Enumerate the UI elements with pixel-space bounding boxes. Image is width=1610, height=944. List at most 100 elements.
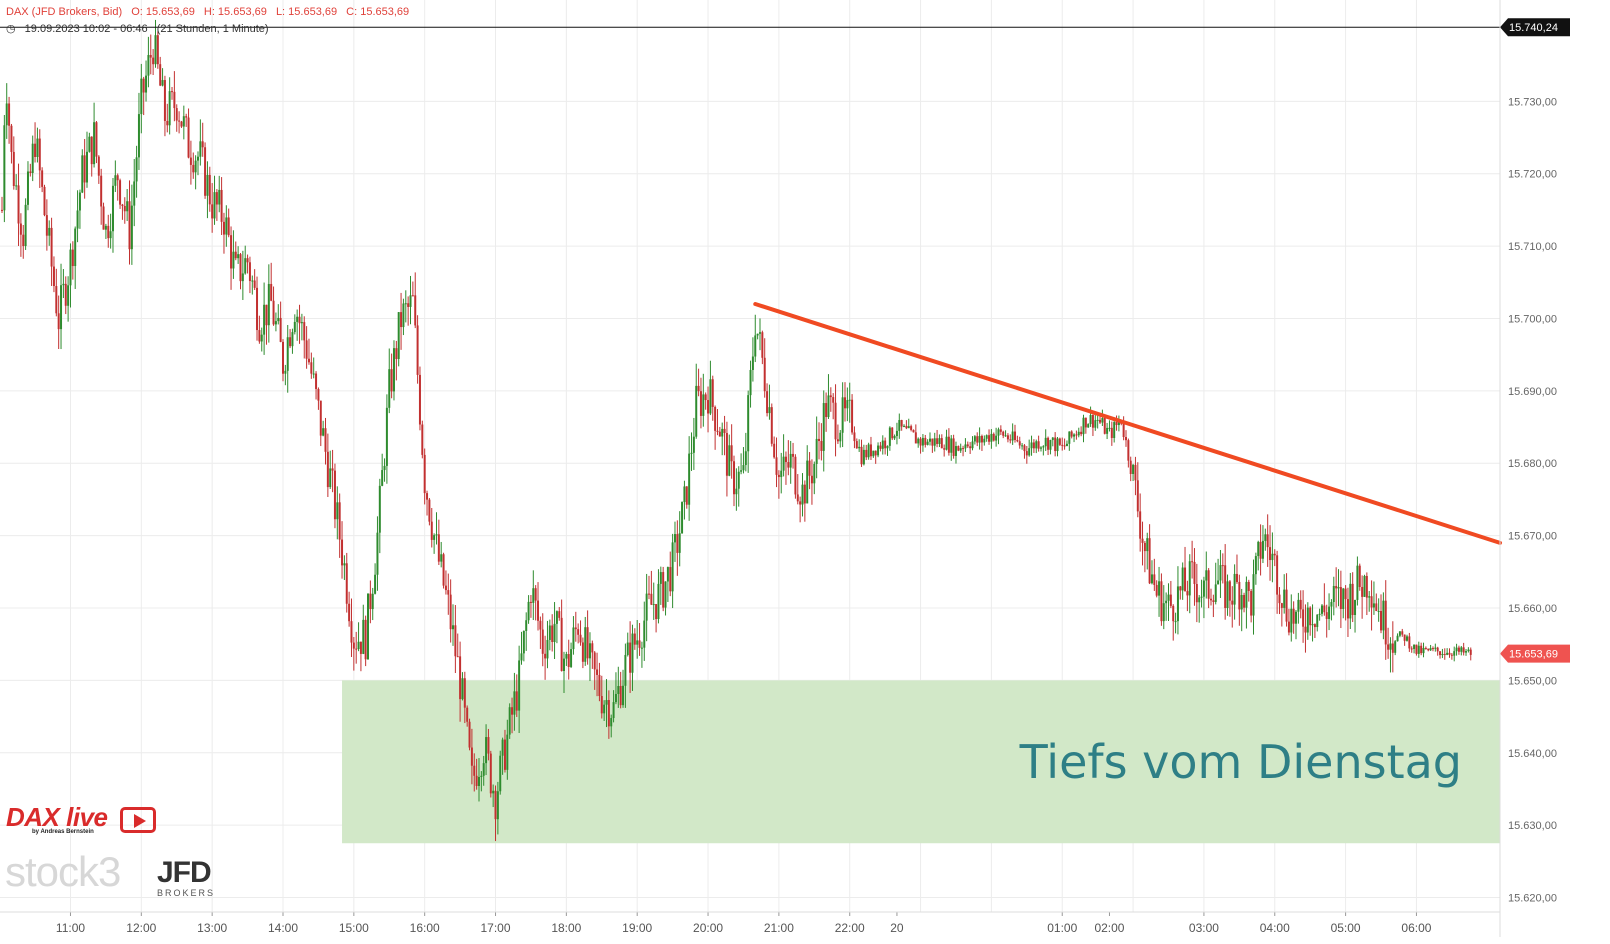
candle-body [234, 251, 237, 259]
candle-body [966, 444, 969, 447]
candle-body [943, 448, 946, 450]
candle-body [71, 249, 74, 267]
candle-body [400, 312, 403, 328]
candle-body [912, 429, 915, 433]
candle-body [251, 280, 254, 282]
candle-body [929, 438, 932, 442]
candle-body [338, 502, 341, 540]
candle-body [518, 660, 521, 711]
candle-body [489, 753, 492, 794]
candle-body [1, 209, 3, 211]
candle-body [619, 686, 622, 706]
candle-body [1354, 599, 1357, 616]
y-tick-label: 15.680,00 [1508, 458, 1557, 470]
y-tick-label: 15.710,00 [1508, 241, 1557, 253]
candle-body [378, 485, 381, 533]
x-tick-label: 05:00 [1331, 921, 1361, 935]
y-tick-label: 15.720,00 [1508, 169, 1557, 181]
candle-body [1191, 561, 1194, 563]
candle-body [31, 143, 34, 173]
candle-body [1375, 603, 1378, 612]
candle-body [763, 357, 766, 392]
candle-body [1184, 567, 1187, 592]
candle-body [1228, 581, 1231, 601]
candle-body [409, 295, 412, 307]
candle-body [799, 501, 802, 505]
candle-body [263, 304, 266, 335]
candle-body [895, 430, 898, 437]
x-tick-label: 22:00 [835, 921, 865, 935]
candle-body [8, 103, 11, 126]
candle-body [1467, 649, 1470, 652]
candle-body [482, 763, 485, 776]
dax-live-sub: by Andreas Bernstein [32, 829, 94, 835]
y-tick-label: 15.640,00 [1508, 748, 1557, 760]
candle-body [175, 108, 178, 121]
candle-body [440, 554, 443, 562]
candle-body [1132, 464, 1135, 474]
candle-body [605, 700, 608, 705]
candle-body [1285, 589, 1288, 622]
candle-body [749, 369, 752, 396]
candle-body [60, 285, 63, 330]
candle-body [246, 258, 249, 263]
candle-body [520, 653, 523, 661]
candle-body [428, 499, 431, 522]
candle-body [964, 444, 967, 449]
candle-body [539, 620, 542, 630]
candles [1, 19, 1472, 842]
candle-body [1457, 647, 1460, 652]
candle-body [1153, 574, 1156, 585]
candle-body [770, 407, 773, 444]
candle-body [24, 204, 27, 247]
candle-body [1082, 417, 1085, 435]
candle-body [1311, 624, 1314, 626]
current-price-label: 15.653,69 [1509, 649, 1558, 661]
candle-body [1158, 581, 1161, 596]
candle-body [761, 332, 764, 358]
candle-body [1361, 587, 1364, 597]
candle-body [898, 420, 901, 431]
candle-body [359, 641, 362, 654]
candle-body [754, 335, 757, 357]
candle-body [466, 707, 469, 722]
candle-body [1099, 419, 1102, 423]
candle-body [395, 348, 398, 360]
candle-body [860, 446, 863, 465]
candle-body [1056, 438, 1059, 452]
candle-body [1101, 418, 1104, 423]
candle-body [1377, 610, 1380, 612]
candle-body [664, 581, 667, 608]
candle-body [1044, 437, 1047, 447]
candle-body [492, 790, 495, 794]
candle-body [1259, 541, 1262, 559]
candle-body [147, 54, 150, 76]
candle-body [317, 388, 320, 401]
candle-body [270, 283, 273, 301]
candle-body [973, 436, 976, 442]
x-tick-label: 19:00 [622, 921, 652, 935]
candle-body [655, 604, 658, 620]
high-value: H: 15.653,69 [203, 6, 267, 18]
x-tick-label: 13:00 [197, 921, 227, 935]
candle-body [1115, 422, 1118, 426]
candle-body [199, 141, 202, 157]
x-tick-label: 15:00 [339, 921, 369, 935]
candle-body [352, 642, 355, 649]
candle-body [617, 686, 620, 695]
candle-body [447, 590, 450, 595]
candle-body [1469, 649, 1472, 655]
candle-body [586, 627, 589, 659]
candle-body [562, 658, 565, 671]
candle-body [402, 303, 405, 328]
candle-body [881, 440, 884, 449]
candle-body [766, 391, 769, 414]
candle-body [893, 436, 896, 439]
candle-body [19, 223, 22, 235]
candle-body [1349, 583, 1352, 619]
trendline-layer [753, 302, 1502, 545]
candle-body [1346, 599, 1349, 619]
candle-body [714, 406, 717, 431]
candle-body [716, 430, 719, 432]
candle-body [1198, 597, 1201, 603]
